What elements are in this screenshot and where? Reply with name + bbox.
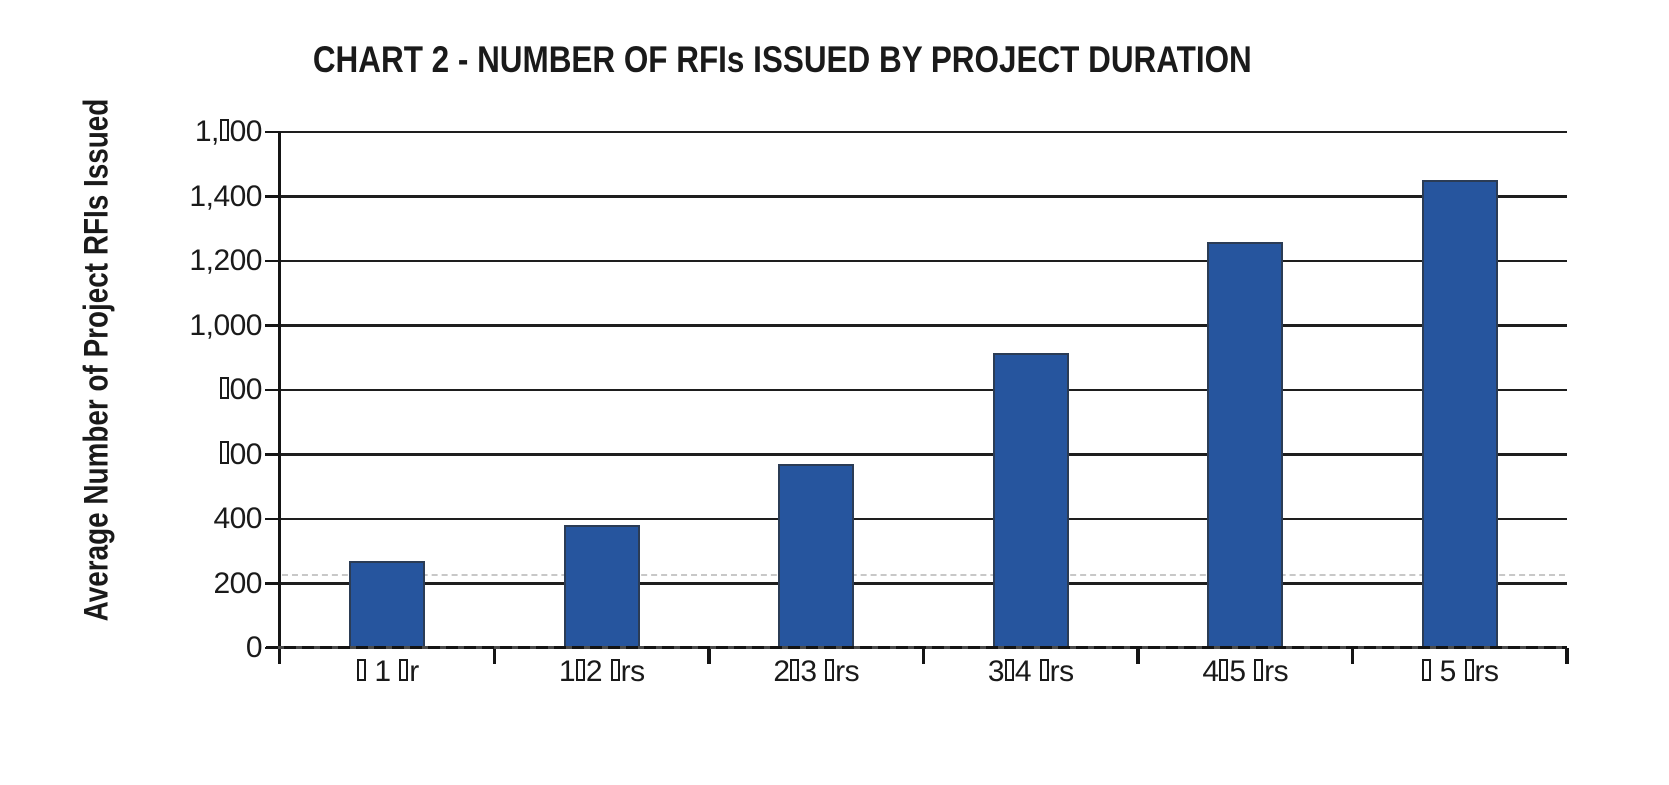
plot-area xyxy=(280,130,1567,648)
gridline-horizontal xyxy=(280,517,1567,521)
x-axis-line xyxy=(266,646,1567,650)
missing-glyph-box xyxy=(219,376,229,399)
x-axis-ticks xyxy=(280,648,1569,666)
y-axis-tick-label: 00 xyxy=(24,439,263,470)
y-axis-labels: 0 200 400 00 00 1,000 1,200 1,400 1, 00 xyxy=(24,117,263,663)
gridline-horizontal xyxy=(280,388,1567,392)
missing-glyph-box xyxy=(610,658,620,681)
bar xyxy=(1207,241,1284,648)
gridline-horizontal xyxy=(280,259,1567,263)
y-axis-tick xyxy=(265,453,280,456)
y-axis-tick-label: 0 xyxy=(245,631,263,664)
bar xyxy=(778,464,855,648)
bar xyxy=(563,525,640,648)
missing-glyph-box xyxy=(790,658,800,681)
x-axis-tick xyxy=(1350,648,1355,664)
y-axis-tick-label: 1, 00 xyxy=(194,115,263,148)
scan-artifact-dashed-line xyxy=(282,574,1565,576)
bar xyxy=(992,352,1069,648)
y-axis-tick-label: 00 xyxy=(24,375,263,405)
gridline-horizontal xyxy=(280,130,1567,134)
x-axis-category-label: 5 rs xyxy=(1353,655,1568,691)
bar xyxy=(1421,180,1498,648)
y-axis-tick xyxy=(265,517,280,521)
missing-glyph-box xyxy=(1464,658,1474,681)
missing-glyph-box xyxy=(575,658,585,681)
y-axis-tick-label: 200 xyxy=(213,566,262,600)
gridline-horizontal xyxy=(280,582,1567,585)
y-axis-tick-label: 1,400 xyxy=(189,179,262,213)
x-axis-category-label: 1 r xyxy=(280,655,495,691)
y-axis-tick-label: 1,200 xyxy=(189,244,262,277)
y-axis-tick-label: 1,000 xyxy=(189,308,262,342)
missing-glyph-box xyxy=(219,441,229,464)
missing-glyph-box xyxy=(1004,658,1014,681)
x-axis-tick xyxy=(707,648,711,664)
x-axis-tick xyxy=(492,648,497,664)
gridline-horizontal xyxy=(280,453,1567,456)
missing-glyph-box xyxy=(1254,658,1264,681)
missing-glyph-box xyxy=(1219,658,1229,681)
chart-title-text: CHART 2 - NUMBER OF RFIs ISSUED BY PROJE… xyxy=(312,39,1252,80)
missing-glyph-box xyxy=(356,658,366,681)
missing-glyph-box xyxy=(219,118,229,141)
gridline-horizontal xyxy=(280,195,1567,198)
x-axis-tick xyxy=(921,648,926,664)
x-axis-tick xyxy=(1136,648,1140,664)
y-axis-tick xyxy=(265,388,280,392)
bar xyxy=(349,560,426,648)
missing-glyph-box xyxy=(399,658,409,681)
y-axis-line xyxy=(278,132,282,664)
y-axis-tick xyxy=(265,324,280,327)
y-axis-tick xyxy=(265,582,280,585)
missing-glyph-box xyxy=(1039,658,1049,681)
gridline-horizontal xyxy=(280,324,1567,327)
y-axis-tick xyxy=(265,195,280,198)
missing-glyph-box xyxy=(825,658,835,681)
y-axis-tick xyxy=(265,130,280,134)
x-axis-tick xyxy=(1565,648,1569,664)
y-axis-tick-label: 400 xyxy=(213,502,262,535)
chart-title: CHART 2 - NUMBER OF RFIs ISSUED BY PROJE… xyxy=(82,38,1482,82)
y-axis-tick xyxy=(265,259,280,263)
missing-glyph-box xyxy=(1421,658,1431,681)
